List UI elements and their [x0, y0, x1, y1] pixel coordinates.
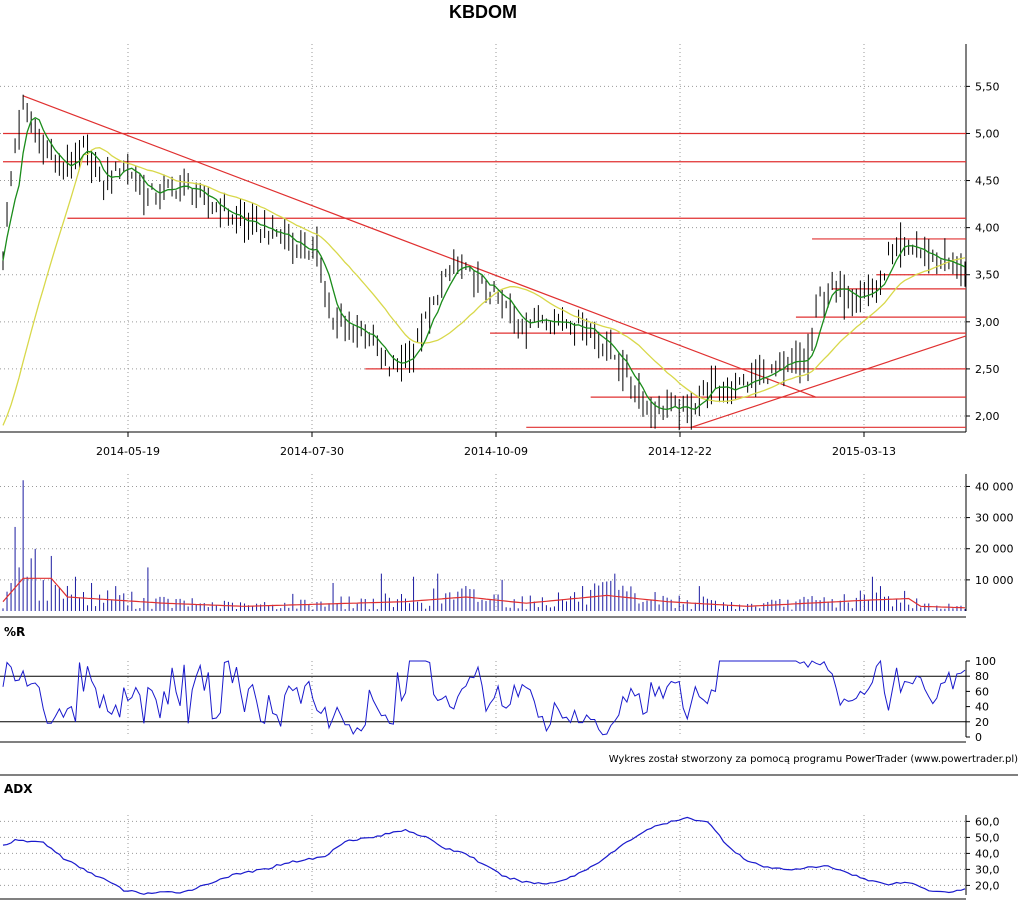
y-tick-label: 20 000: [975, 543, 1014, 556]
williams-line: [2, 659, 966, 736]
y-tick-label: 100: [975, 655, 996, 668]
trend-line: [22, 95, 817, 398]
y-tick-label: 40 000: [975, 480, 1014, 493]
moving-average-fast: [2, 116, 966, 411]
x-tick-label: 2014-07-30: [280, 445, 344, 458]
y-tick-label: 2,00: [975, 410, 1000, 423]
y-tick-label: 80: [975, 670, 989, 683]
y-tick-label: 4,00: [975, 222, 1000, 235]
price-panel: 2,00 2,50 3,00 3,50 4,00 4,50 5,00 5,50 2014-05-…: [0, 80, 1000, 458]
adx-panel: 20,0 30,0 40,0 50,0 60,0: [0, 815, 1000, 895]
adx-label: ADX: [4, 782, 33, 796]
adx-line: [2, 816, 966, 895]
y-tick-label: 30,0: [975, 863, 1000, 876]
volume-panel: 10 000 20 000 30 000 40 000: [0, 480, 1014, 611]
chart-title: KBDOM: [449, 2, 517, 22]
y-tick-label: 5,00: [975, 127, 1000, 140]
moving-average-slow: [2, 147, 966, 426]
y-tick-label: 5,50: [975, 80, 1000, 93]
y-tick-label: 20,0: [975, 879, 1000, 892]
credit-text: Wykres został stworzony za pomocą progra…: [609, 754, 1018, 765]
y-tick-label: 40,0: [975, 847, 1000, 860]
y-tick-label: 40: [975, 701, 989, 714]
y-tick-label: 2,50: [975, 363, 1000, 376]
y-tick-label: 30 000: [975, 512, 1014, 525]
x-tick-label: 2014-05-19: [96, 445, 160, 458]
x-tick-label: 2015-03-13: [832, 445, 896, 458]
y-tick-label: 3,00: [975, 316, 1000, 329]
y-tick-label: 60: [975, 685, 989, 698]
volume-average-line: [2, 577, 966, 609]
grid-layer: [0, 44, 1018, 900]
trend-line: [691, 335, 967, 428]
williams-panel: 0 20 40 60 80 100: [0, 655, 996, 744]
y-tick-label: 3,50: [975, 269, 1000, 282]
y-tick-label: 10 000: [975, 574, 1014, 587]
y-tick-label: 60,0: [975, 815, 1000, 828]
y-tick-label: 50,0: [975, 831, 1000, 844]
y-tick-label: 0: [975, 731, 982, 744]
y-tick-label: 20: [975, 716, 989, 729]
x-tick-label: 2014-12-22: [648, 445, 712, 458]
x-tick-label: 2014-10-09: [464, 445, 528, 458]
y-tick-label: 4,50: [975, 175, 1000, 188]
williams-label: %R: [4, 625, 25, 639]
